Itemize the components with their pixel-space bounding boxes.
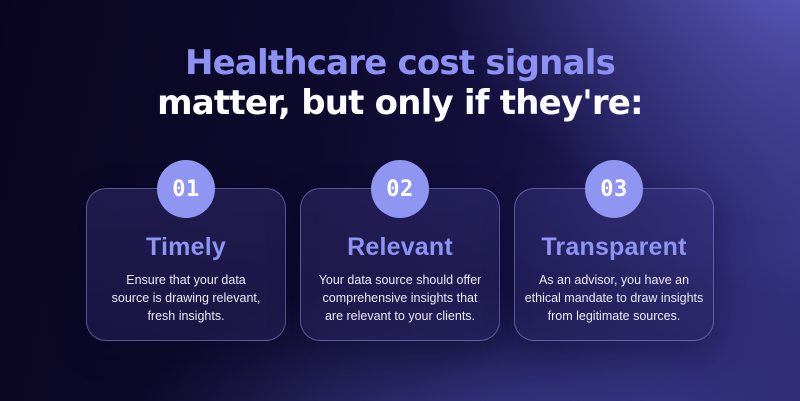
card-timely: 01 Timely Ensure that your data source i… (86, 160, 286, 341)
page-title: Healthcare cost signals matter, but only… (0, 43, 800, 124)
card-heading-relevant: Relevant (347, 233, 453, 261)
card-body-timely: Ensure that your data source is drawing … (111, 273, 261, 323)
number-badge-01: 01 (157, 160, 215, 218)
title-line-white: matter, but only if they're: (157, 82, 644, 123)
card-transparent: 03 Transparent As an advisor, you have a… (514, 160, 714, 341)
card-body-transparent: As an advisor, you have an ethical manda… (524, 273, 704, 323)
card-heading-timely: Timely (146, 233, 226, 261)
cards-row: 01 Timely Ensure that your data source i… (0, 160, 800, 341)
number-badge-03: 03 (585, 160, 643, 218)
card-relevant: 02 Relevant Your data source should offe… (300, 160, 500, 341)
card-body-relevant: Your data source should offer comprehens… (318, 273, 482, 323)
card-heading-transparent: Transparent (541, 233, 687, 261)
title-line-accent: Healthcare cost signals (184, 43, 616, 83)
number-badge-02: 02 (371, 160, 429, 218)
